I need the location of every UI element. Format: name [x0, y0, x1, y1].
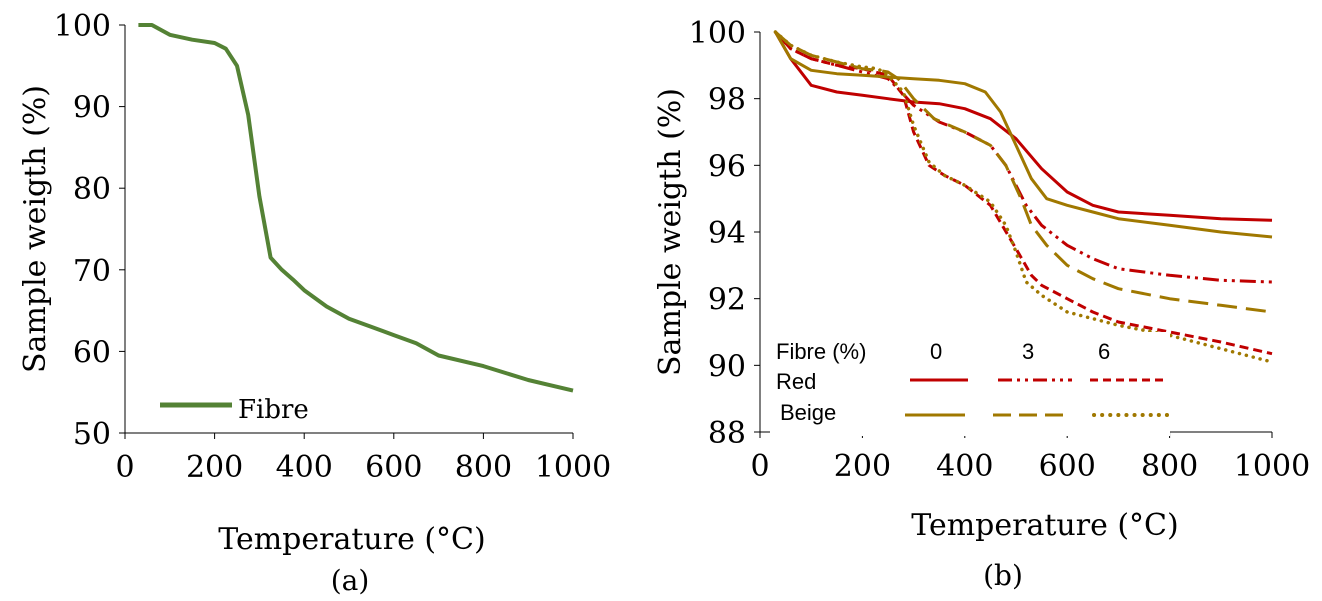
panel-b-x-axis-label: Temperature (°C): [911, 508, 1178, 543]
panel-a-x-ticks: 0 200 400 600 800 1000: [115, 433, 611, 485]
panel-a-y-ticks: 50 60 70 80 90 100: [54, 9, 125, 452]
b-series-line-0: [774, 31, 1273, 222]
panel-b-legend-level-0: 0: [930, 339, 942, 364]
b-x-tick-label: 1000: [1234, 449, 1310, 484]
a-x-tick-label: 400: [276, 450, 333, 485]
panel-b-legend-level-3: 3: [1022, 339, 1034, 364]
panel-a-y-axis-label: Sample weigth (%): [18, 85, 53, 373]
b-y-tick-label: 98: [708, 83, 746, 118]
panel-b-caption: (b): [983, 559, 1023, 592]
b-x-tick-label: 600: [1039, 449, 1096, 484]
a-y-tick-label: 80: [73, 172, 111, 207]
panel-b-legend: Fibre (%) 0 3 6 Red Beige: [770, 332, 1170, 436]
panel-b-y-axis-label: Sample weigth (%): [653, 88, 688, 376]
panel-b-legend-header: Fibre (%): [776, 339, 866, 364]
panel-a-x-axis-label: Temperature (°C): [218, 522, 485, 557]
a-x-tick-label: 0: [115, 450, 134, 485]
panel-b-legend-background: [770, 332, 1170, 436]
panel-b-legend-row-beige: Beige: [780, 400, 836, 425]
panel-b-series: [773, 30, 1274, 364]
b-series-line-1: [774, 30, 1273, 284]
panel-b-x-ticks: 0 200 400 600 800 1000: [750, 432, 1310, 484]
a-y-tick-label: 100: [54, 9, 111, 44]
a-y-tick-label: 70: [73, 254, 111, 289]
b-series-line-4: [774, 30, 1273, 314]
panel-a-series: [138, 23, 574, 393]
b-series-line-3: [774, 31, 1273, 239]
b-y-tick-label: 92: [708, 283, 746, 318]
a-x-tick-label: 800: [455, 450, 512, 485]
a-x-tick-label: 200: [186, 450, 243, 485]
b-y-tick-label: 94: [708, 216, 746, 251]
a-y-tick-label: 50: [73, 417, 111, 452]
panel-b-y-ticks: 88 90 92 94 96 98 100: [689, 16, 760, 451]
panel-a-chart: 50 60 70 80 90 100 0 200 400 600 800 1000 Fibre Sa…: [18, 9, 611, 597]
b-y-tick-label: 90: [708, 349, 746, 384]
b-y-tick-label: 88: [708, 416, 746, 451]
b-x-tick-label: 0: [750, 449, 769, 484]
a-y-tick-label: 60: [73, 335, 111, 370]
b-y-tick-label: 100: [689, 16, 746, 51]
b-y-tick-label: 96: [708, 149, 746, 184]
panel-a-caption: (a): [331, 564, 370, 597]
a-x-tick-label: 1000: [535, 450, 611, 485]
panel-b-legend-row-red: Red: [776, 369, 816, 394]
a-series-line-0: [138, 23, 574, 393]
b-x-tick-label: 400: [936, 449, 993, 484]
a-x-tick-label: 600: [365, 450, 422, 485]
b-series-line-2: [774, 30, 1273, 356]
panel-b-chart: 88 90 92 94 96 98 100 0 200 400 600 800 1000 Fibre …: [653, 16, 1310, 592]
a-y-tick-label: 90: [73, 91, 111, 126]
b-series-line-5: [773, 30, 1274, 364]
b-x-tick-label: 200: [834, 449, 891, 484]
panel-b-legend-level-6: 6: [1098, 339, 1110, 364]
b-x-tick-label: 800: [1141, 449, 1198, 484]
panel-a-legend-label-fibre: Fibre: [238, 395, 309, 425]
